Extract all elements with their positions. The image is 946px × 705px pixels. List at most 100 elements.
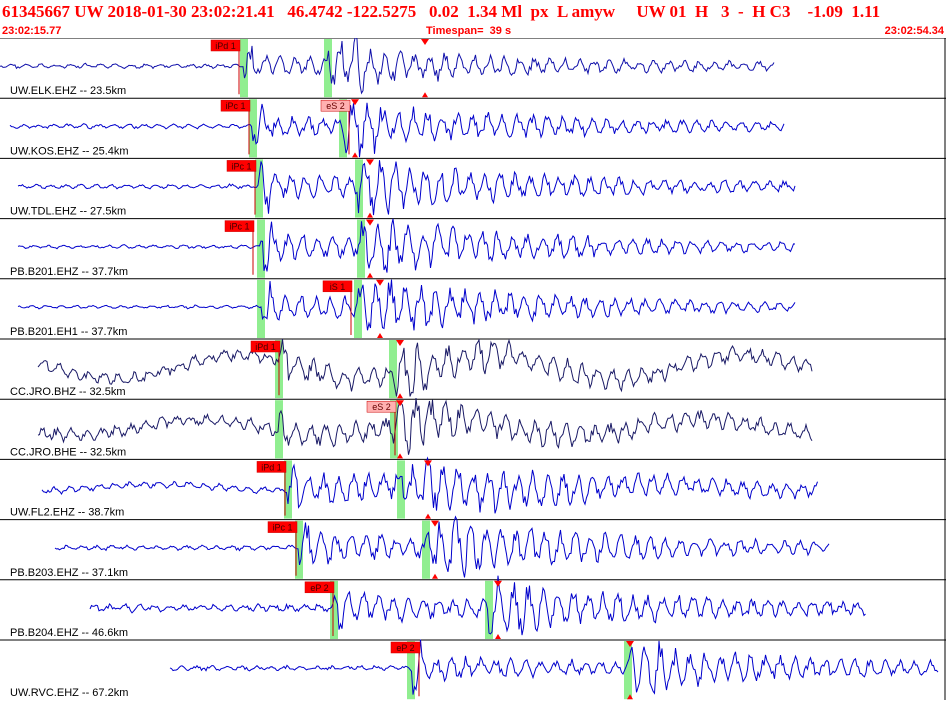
s-pick-window — [422, 520, 430, 579]
s-pick-window — [397, 460, 405, 519]
event-summary-title: 61345667 UW 2018-01-30 23:02:21.41 46.47… — [2, 2, 881, 21]
station-label: UW.TDL.EHZ -- 27.5km — [10, 206, 126, 218]
arrival-marker-bottom — [397, 393, 403, 399]
pick-label: iPd 1 — [215, 41, 236, 51]
p-pick-window — [284, 460, 292, 519]
pick-label-box[interactable] — [250, 340, 281, 353]
arrival-marker-top — [626, 641, 634, 647]
arrival-marker-bottom — [352, 152, 358, 158]
arrival-marker-top — [376, 279, 384, 286]
pick-label: iPc 1 — [225, 101, 245, 111]
trace-row[interactable]: eP 2 PB.B204.EHZ -- 46.6km — [0, 575, 946, 639]
station-label: UW.RVC.EHZ -- 67.2km — [10, 687, 128, 699]
station-label: UW.KOS.EHZ -- 25.4km — [10, 145, 129, 157]
pick-label: iPd 1 — [261, 462, 282, 472]
p-pick-window — [255, 159, 263, 218]
trace-row[interactable]: iS 1 PB.B201.EH1 -- 37.7km — [0, 278, 946, 338]
station-label: UW.ELK.EHZ -- 23.5km — [10, 85, 126, 97]
seismogram-traces[interactable]: iPd 1 UW.ELK.EHZ -- 23.5km iPc 1 eS 2 UW.KOS… — [0, 34, 946, 700]
pick-label: iPc 1 — [231, 161, 251, 171]
pick-label-box[interactable] — [366, 400, 397, 413]
arrival-marker-top — [396, 400, 404, 407]
trace-row[interactable]: iPd 1 CC.JRO.BHZ -- 32.5km — [0, 338, 946, 399]
waveform — [17, 279, 796, 331]
trace-row[interactable]: iPc 1 UW.TDL.EHZ -- 27.5km — [0, 157, 946, 218]
waveform — [17, 218, 796, 273]
station-label: PB.B204.EHZ -- 46.6km — [10, 627, 128, 639]
s-pick-window — [624, 641, 632, 700]
station-label: PB.B201.EHZ -- 37.7km — [10, 266, 128, 278]
waveform — [41, 456, 818, 514]
pick-label-box[interactable] — [390, 641, 421, 654]
arrival-marker-bottom — [397, 453, 403, 459]
arrival-marker-top — [366, 159, 374, 166]
arrival-marker-top — [424, 460, 432, 467]
pick-label-box[interactable] — [226, 160, 257, 172]
waveform — [169, 639, 939, 695]
arrival-marker-bottom — [367, 272, 373, 278]
trace-row[interactable]: iPd 1 UW.FL2.EHZ -- 38.7km — [0, 456, 946, 519]
s-pick-window — [324, 39, 332, 98]
pick-label: iPc 1 — [272, 523, 292, 533]
station-label: PB.B203.EHZ -- 37.1km — [10, 567, 128, 579]
s-pick-window — [485, 580, 493, 639]
pick-label: eP 2 — [396, 643, 414, 653]
pick-label-box[interactable] — [267, 521, 298, 533]
pick-label-box[interactable] — [322, 280, 353, 293]
arrival-marker-bottom — [422, 92, 428, 98]
p-pick-window — [295, 520, 303, 579]
waveform — [37, 397, 813, 455]
pick-label: eP 2 — [310, 583, 328, 593]
arrival-marker-top — [431, 520, 439, 527]
trace-row[interactable]: iPc 1 eS 2 UW.KOS.EHZ -- 25.4km — [0, 97, 946, 158]
arrival-marker-bottom — [495, 634, 501, 639]
arrival-marker-top — [396, 340, 404, 346]
pick-label-box[interactable] — [320, 99, 351, 112]
timespan-label: Timespan= 39 s — [426, 25, 512, 37]
pick-label-box[interactable] — [210, 39, 241, 52]
pick-label: iPc 1 — [229, 222, 249, 232]
pick-label-box[interactable] — [224, 220, 255, 232]
p-pick-window — [249, 99, 257, 158]
arrival-marker-bottom — [367, 212, 373, 218]
end-time-label: 23:02:54.34 — [884, 25, 944, 37]
s-pick-window — [389, 340, 397, 399]
arrival-marker-top — [351, 99, 359, 106]
s-pick-window — [339, 99, 347, 158]
p-pick-window — [330, 580, 338, 639]
waveform — [17, 160, 796, 216]
s-pick-window — [357, 219, 365, 278]
waveform — [89, 575, 866, 636]
pick-label: iPd 1 — [255, 342, 276, 352]
trace-row[interactable]: iPd 1 UW.ELK.EHZ -- 23.5km — [0, 34, 946, 98]
seismogram-panel[interactable]: iPd 1 UW.ELK.EHZ -- 23.5km iPc 1 eS 2 UW.KOS… — [0, 34, 946, 700]
pick-label: eS 2 — [326, 101, 345, 111]
p-pick-window — [240, 39, 248, 98]
waveform — [37, 338, 813, 397]
pick-label-box[interactable] — [256, 461, 287, 473]
arrival-marker-bottom — [627, 694, 633, 700]
trace-row[interactable]: iPc 1 PB.B201.EHZ -- 37.7km — [0, 218, 946, 278]
trace-row[interactable]: eS 2 CC.JRO.BHE -- 32.5km — [0, 397, 946, 459]
trace-row[interactable]: eP 2 UW.RVC.EHZ -- 67.2km — [0, 639, 946, 700]
pick-label: iS 1 — [330, 282, 346, 292]
station-label: UW.FL2.EHZ -- 38.7km — [10, 507, 124, 519]
arrival-marker-bottom — [377, 333, 383, 338]
s-pick-window — [390, 400, 398, 459]
arrival-marker-bottom — [432, 573, 438, 579]
pick-label-box[interactable] — [220, 99, 251, 112]
p-pick-window — [275, 400, 283, 459]
trace-row[interactable]: iPc 1 PB.B203.EHZ -- 37.1km — [0, 515, 946, 579]
waveform — [0, 34, 775, 95]
arrival-marker-top — [494, 580, 502, 587]
arrival-marker-top — [366, 219, 374, 226]
pick-label: eS 2 — [372, 402, 391, 412]
pick-label-box[interactable] — [304, 581, 335, 594]
waveform — [54, 515, 830, 578]
station-label: CC.JRO.BHE -- 32.5km — [10, 446, 126, 458]
start-time-label: 23:02:15.77 — [2, 25, 62, 37]
station-label: CC.JRO.BHZ -- 32.5km — [10, 386, 126, 398]
waveform — [9, 102, 785, 158]
event-header: 61345667 UW 2018-01-30 23:02:21.41 46.47… — [0, 0, 946, 38]
p-pick-window — [257, 219, 265, 278]
